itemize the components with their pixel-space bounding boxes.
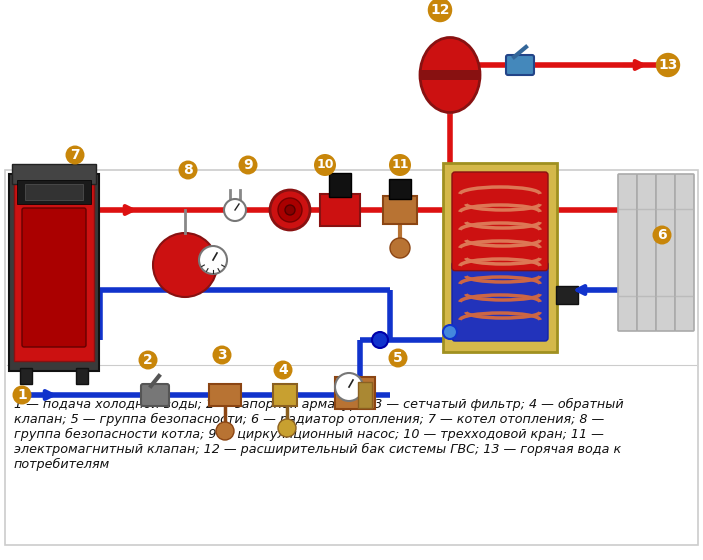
FancyBboxPatch shape [420,70,480,80]
FancyBboxPatch shape [329,173,351,197]
Circle shape [216,422,234,440]
FancyBboxPatch shape [14,182,94,361]
FancyBboxPatch shape [141,384,169,406]
FancyBboxPatch shape [618,174,637,331]
Text: 9: 9 [243,158,253,172]
FancyBboxPatch shape [389,179,411,199]
FancyBboxPatch shape [443,163,557,352]
FancyBboxPatch shape [383,196,417,224]
Bar [20,368,32,384]
Circle shape [443,325,457,339]
Bar [76,368,88,384]
FancyBboxPatch shape [12,164,96,184]
Circle shape [372,332,388,348]
Circle shape [278,198,302,222]
FancyBboxPatch shape [22,208,86,347]
FancyBboxPatch shape [452,262,548,341]
FancyBboxPatch shape [637,174,656,331]
Text: 11: 11 [392,158,408,171]
Circle shape [278,419,296,437]
FancyBboxPatch shape [5,170,698,545]
Text: 8: 8 [183,163,193,177]
Circle shape [285,205,295,215]
Text: 1 — подача холодной воды; 2 — запорная арматура; 3 — сетчатый фильтр; 4 — обратн: 1 — подача холодной воды; 2 — запорная а… [14,398,624,472]
Text: 5: 5 [393,351,403,365]
FancyBboxPatch shape [506,55,534,75]
Text: 6: 6 [657,228,667,242]
Text: 13: 13 [658,58,678,72]
FancyBboxPatch shape [556,286,578,304]
FancyBboxPatch shape [358,382,372,408]
Ellipse shape [420,38,480,113]
Circle shape [335,373,363,401]
FancyBboxPatch shape [656,174,675,331]
Text: 12: 12 [430,3,450,17]
Text: 7: 7 [70,148,80,162]
Text: 4: 4 [278,363,288,377]
FancyBboxPatch shape [17,180,91,204]
Text: 2: 2 [143,353,153,367]
FancyBboxPatch shape [25,184,83,200]
FancyBboxPatch shape [452,172,548,270]
Text: 1: 1 [17,388,27,402]
Circle shape [390,238,410,258]
FancyBboxPatch shape [209,384,241,406]
FancyBboxPatch shape [9,174,99,371]
Text: 10: 10 [316,158,334,171]
Circle shape [224,199,246,221]
FancyBboxPatch shape [335,377,375,409]
Text: 3: 3 [217,348,227,362]
Circle shape [270,190,310,230]
FancyBboxPatch shape [675,174,694,331]
FancyBboxPatch shape [320,194,360,226]
Circle shape [199,246,227,274]
FancyBboxPatch shape [273,384,297,406]
Circle shape [153,233,217,297]
